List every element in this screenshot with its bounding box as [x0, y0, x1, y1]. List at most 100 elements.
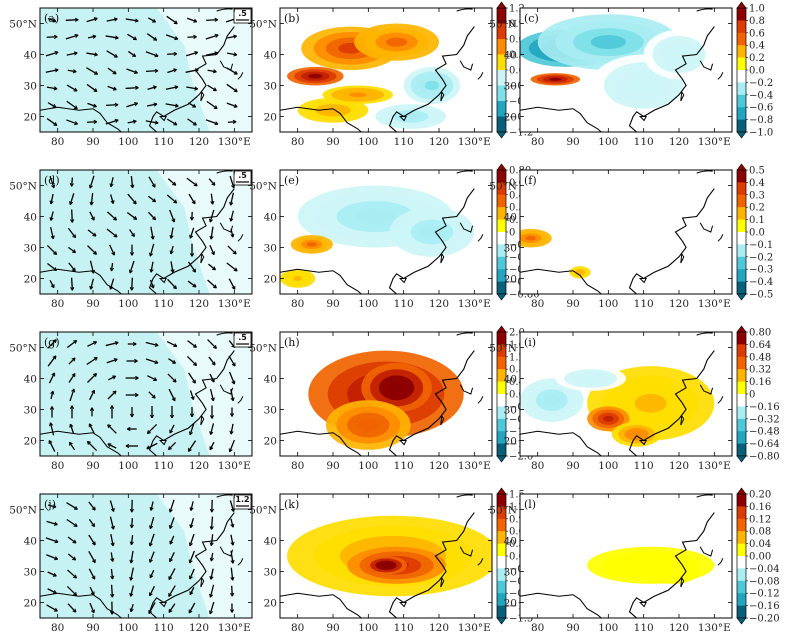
panel-d: .5 80 90 100 110 120 130°E 50°N 40 30 20 (d): [9, 169, 253, 310]
y-tick-label: 50°N: [249, 343, 277, 355]
colorbar-segment: [737, 119, 746, 133]
wind-vector: [107, 390, 117, 400]
y-tick-label: 20: [264, 598, 277, 610]
wind-vector: [190, 501, 194, 511]
wind-vector: [189, 568, 195, 580]
x-tick-label: 100: [598, 622, 618, 634]
panel-label: (a): [44, 12, 59, 25]
wind-vector: [230, 389, 234, 401]
wind-vector: [168, 585, 176, 597]
wind-vector: [105, 35, 119, 39]
y-tick-label: 40: [24, 536, 37, 548]
colorbar-segment: [497, 23, 506, 40]
field-contour: [357, 418, 379, 432]
wind-vector: [168, 603, 176, 613]
colorbar-segment: [737, 70, 746, 83]
x-tick-label: 130°E: [458, 136, 491, 148]
colorbar-segment: [497, 443, 506, 457]
colorbar-segment: [737, 107, 746, 121]
x-tick-label: 90: [326, 460, 339, 472]
wind-vector: [48, 440, 56, 452]
colorbar-tick-label: 0.64: [749, 340, 771, 351]
colorbar-segment: [497, 593, 506, 607]
y-tick-label: 50°N: [249, 181, 277, 193]
y-tick-label: 40: [24, 374, 37, 386]
x-tick-label: 110: [154, 136, 174, 148]
wind-vector: [187, 440, 197, 452]
wind-vector: [129, 585, 135, 597]
wind-vector: [167, 441, 177, 451]
colorbar-tick-label: −0.80: [509, 290, 540, 301]
wind-vector: [146, 33, 158, 41]
wind-vector: [68, 357, 76, 365]
wind-vector: [87, 341, 97, 347]
colorbar-tick-label: 0.3: [749, 190, 765, 201]
wind-vector: [170, 227, 174, 239]
wind-vector: [130, 603, 134, 613]
wind-vector: [128, 50, 136, 58]
colorbar-tick-label: 0.12: [749, 514, 771, 525]
y-tick-label: 30: [504, 405, 517, 417]
x-tick-label: 100: [358, 136, 378, 148]
wind-vector: [187, 36, 197, 38]
wind-vector: [66, 586, 78, 596]
y-tick-label: 40: [24, 212, 37, 224]
x-tick-label: 110: [634, 622, 654, 634]
wind-vector: [187, 261, 197, 273]
colorbar-segment: [737, 8, 746, 21]
wind-vector: [110, 552, 114, 562]
x-tick-label: 110: [394, 622, 414, 634]
colorbar-tick-label: 0.6: [509, 35, 525, 46]
wind-vector: [186, 177, 198, 187]
wind-vector: [127, 33, 137, 41]
wind-vector: [167, 68, 177, 74]
wind-vector: [188, 193, 196, 205]
colorbar-tick-label: −0.2: [749, 78, 773, 89]
colorbar-segment: [737, 605, 746, 619]
wind-vector: [88, 423, 96, 435]
colorbar-segment: [737, 431, 746, 445]
wind-vector: [66, 100, 78, 110]
colorbar-segment: [497, 406, 506, 420]
x-tick-label: 110: [154, 622, 174, 634]
y-tick-label: 30: [504, 567, 517, 579]
colorbar-segment: [737, 332, 746, 345]
wind-vector: [69, 388, 75, 402]
colorbar-segment: [497, 543, 506, 557]
wind-vector: [108, 375, 116, 381]
wind-vector: [89, 586, 95, 596]
wind-vector: [66, 52, 78, 56]
panel-label: (g): [44, 336, 60, 349]
wind-vector: [209, 209, 215, 223]
wind-vector: [165, 86, 179, 90]
wind-vector: [70, 277, 74, 291]
wind-vector: [127, 120, 137, 124]
panel-label: (j): [44, 498, 56, 511]
wind-vector: [47, 102, 57, 108]
colorbar-tick-label: 0.6: [749, 28, 765, 39]
wind-vector: [147, 211, 157, 221]
wind-vector: [205, 119, 219, 125]
wind-vector: [167, 53, 177, 55]
colorbar-segment: [737, 232, 746, 245]
wind-vector: [87, 102, 97, 108]
field-contour: [549, 77, 562, 81]
x-tick-label: 80: [531, 622, 544, 634]
wind-vector: [230, 567, 234, 581]
panel-label: (i): [524, 336, 536, 349]
y-tick-label: 50°N: [489, 19, 517, 31]
colorbar-tick-label: −0.32: [749, 414, 780, 425]
x-tick-label: 80: [531, 298, 544, 310]
y-tick-label: 40: [504, 374, 517, 386]
panel-label: (k): [284, 498, 299, 511]
x-tick-label: 90: [86, 298, 99, 310]
y-tick-label: 20: [264, 436, 277, 448]
wind-vector: [149, 243, 155, 257]
wind-vector: [68, 262, 76, 272]
x-tick-label: 100: [358, 298, 378, 310]
wind-vector: [230, 550, 234, 564]
colorbar-tick-label: 0.80: [749, 328, 771, 339]
x-tick-label: 120: [669, 460, 689, 472]
x-tick-label: 80: [291, 298, 304, 310]
colorbar-tick-label: 0.9: [509, 19, 525, 30]
